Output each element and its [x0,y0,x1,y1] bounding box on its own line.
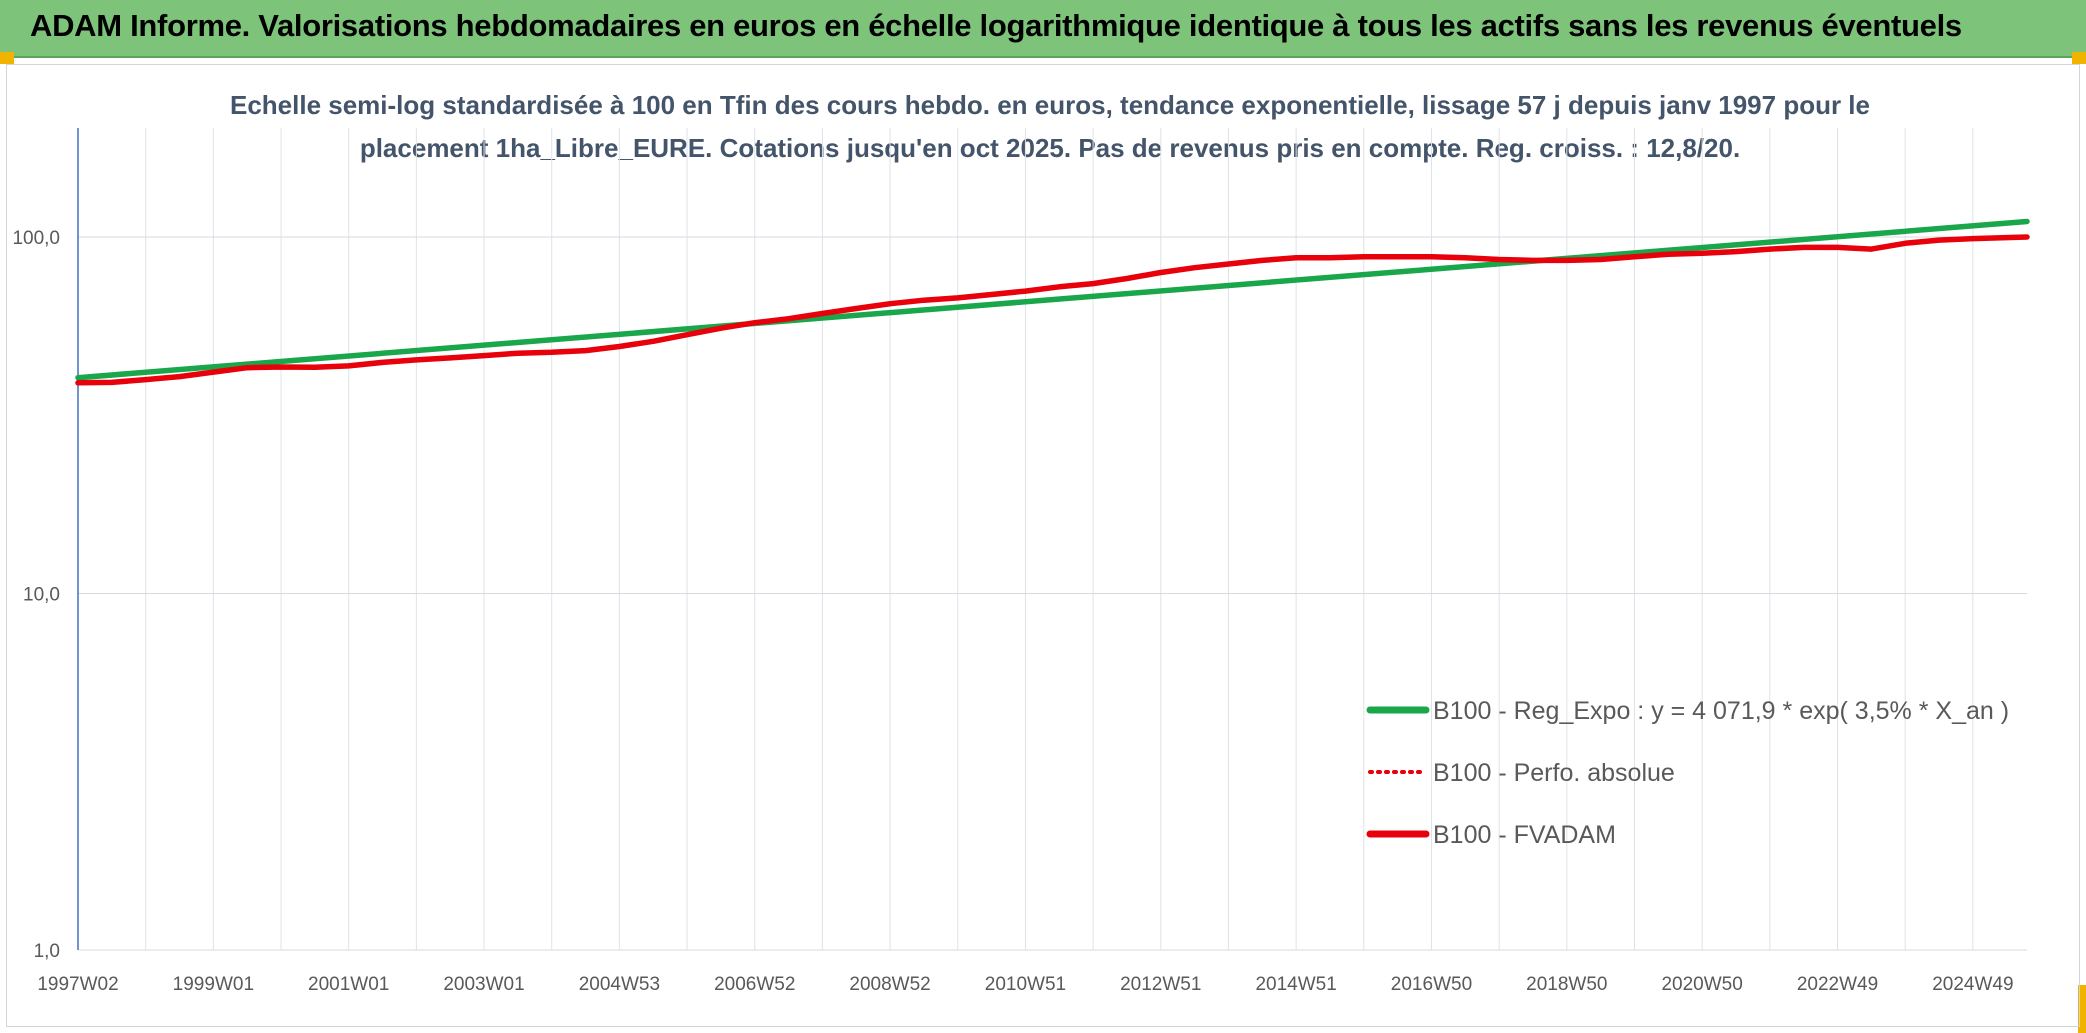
x-tick-label: 2012W51 [1120,974,1201,995]
x-tick-label: 2003W01 [443,974,524,995]
legend-item-fvadam-label: B100 - FVADAM [1433,821,1616,849]
series-line-fvadam [75,234,2030,386]
x-tick-label: 2001W01 [308,974,389,995]
x-tick-label: 2004W53 [579,974,660,995]
x-tick-label: 2008W52 [849,974,930,995]
x-tick-label: 2020W50 [1661,974,1742,995]
x-tick-label: 2016W50 [1391,974,1472,995]
series-line-reg-expo [75,218,2030,381]
legend-item-reg-expo-label: B100 - Reg_Expo : y = 4 071,9 * exp( 3,5… [1433,697,2009,725]
x-tick-label: 1997W02 [37,974,118,995]
corner-marker-top-left [0,52,14,64]
y-tick-label: 100,0 [12,228,60,249]
corner-marker-top-right [2072,52,2086,64]
x-tick-label: 2024W49 [1932,974,2013,995]
series-line-perfo-absolue [76,235,2029,385]
x-tick-label: 2014W51 [1255,974,1336,995]
y-tick-label: 10,0 [23,585,60,606]
y-tick-label: 1,0 [34,941,60,962]
x-tick-label: 1999W01 [173,974,254,995]
page-title: ADAM Informe. Valorisations hebdomadaire… [30,8,1962,43]
legend-item-perfo-absolue-label: B100 - Perfo. absolue [1433,759,1675,787]
chart-title-line-2: placement 1ha_Libre_EURE. Cotations jusq… [359,133,1741,163]
chart-frame [6,64,2080,1027]
chart-title-line-1: Echelle semi-log standardisée à 100 en T… [229,90,1870,120]
x-tick-label: 2018W50 [1526,974,1607,995]
x-tick-label: 2010W51 [985,974,1066,995]
x-tick-label: 2022W49 [1797,974,1878,995]
corner-marker-bottom-right [2078,985,2086,1033]
header-banner: ADAM Informe. Valorisations hebdomadaire… [0,0,2086,58]
x-tick-label: 2006W52 [714,974,795,995]
